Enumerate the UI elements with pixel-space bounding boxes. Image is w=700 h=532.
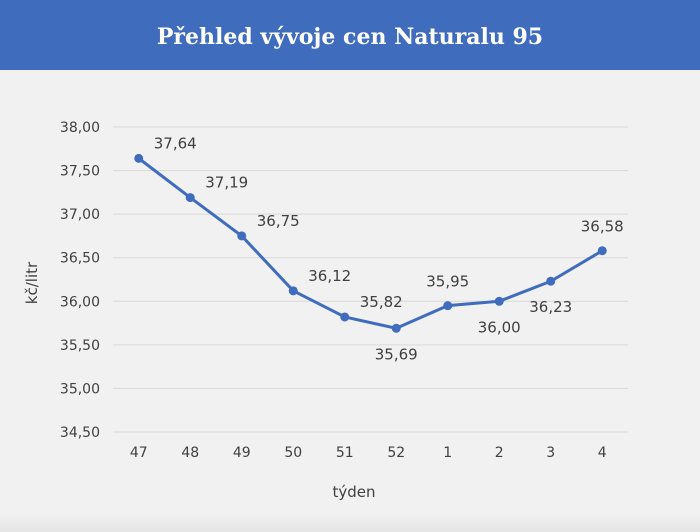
gridlines xyxy=(113,126,628,433)
data-point xyxy=(134,153,144,163)
x-tick-label: 50 xyxy=(284,445,302,461)
data-point xyxy=(546,276,556,286)
x-tick-label: 47 xyxy=(130,445,148,461)
y-tick-label: 37,50 xyxy=(60,164,100,180)
chart-title: Přehled vývoje cen Naturalu 95 xyxy=(156,24,544,50)
x-tick-label: 2 xyxy=(495,445,504,461)
y-tick-label: 34,50 xyxy=(60,425,100,441)
bottom-shadow xyxy=(0,514,700,532)
data-point xyxy=(237,231,247,241)
data-label: 36,12 xyxy=(308,267,351,285)
y-tick-label: 35,00 xyxy=(60,381,100,397)
x-axis-label: týden xyxy=(332,483,375,501)
data-point xyxy=(597,246,607,256)
x-tick-label: 3 xyxy=(546,445,555,461)
y-tick-label: 36,00 xyxy=(60,294,100,310)
data-label: 36,23 xyxy=(529,298,572,316)
y-axis-ticks: 34,50 35,00 35,50 36,00 36,50 37,00 37,50 38,00 xyxy=(60,120,100,441)
y-tick-label: 36,50 xyxy=(60,251,100,267)
data-point xyxy=(391,323,401,333)
y-tick-label: 37,00 xyxy=(60,207,100,223)
data-label: 36,75 xyxy=(257,212,300,230)
title-banner xyxy=(0,0,700,70)
data-label: 35,95 xyxy=(426,273,469,291)
y-tick-label: 35,50 xyxy=(60,338,100,354)
data-point xyxy=(494,296,504,306)
series-line-group xyxy=(134,153,607,333)
data-label: 37,19 xyxy=(205,174,248,192)
data-point xyxy=(340,312,350,322)
data-label: 35,69 xyxy=(375,345,418,363)
data-point xyxy=(443,301,453,311)
data-label: 37,64 xyxy=(154,134,197,152)
data-label: 36,00 xyxy=(478,318,521,336)
data-labels: 37,64 37,19 36,75 36,12 35,82 35,69 35,95 36,00… xyxy=(154,134,624,363)
data-point xyxy=(185,193,195,203)
y-tick-label: 38,00 xyxy=(60,120,100,136)
series-line xyxy=(137,157,604,330)
x-axis-ticks: 47 48 49 50 51 52 1 2 3 4 xyxy=(130,445,607,461)
data-label: 35,82 xyxy=(360,293,403,311)
data-point xyxy=(288,286,298,296)
data-label: 36,58 xyxy=(581,218,624,236)
x-tick-label: 48 xyxy=(181,445,199,461)
x-tick-label: 51 xyxy=(336,445,354,461)
x-tick-label: 52 xyxy=(387,445,405,461)
y-axis-label: kč/litr xyxy=(23,261,41,304)
x-tick-label: 1 xyxy=(443,445,452,461)
x-tick-label: 49 xyxy=(233,445,251,461)
x-tick-label: 4 xyxy=(598,445,607,461)
